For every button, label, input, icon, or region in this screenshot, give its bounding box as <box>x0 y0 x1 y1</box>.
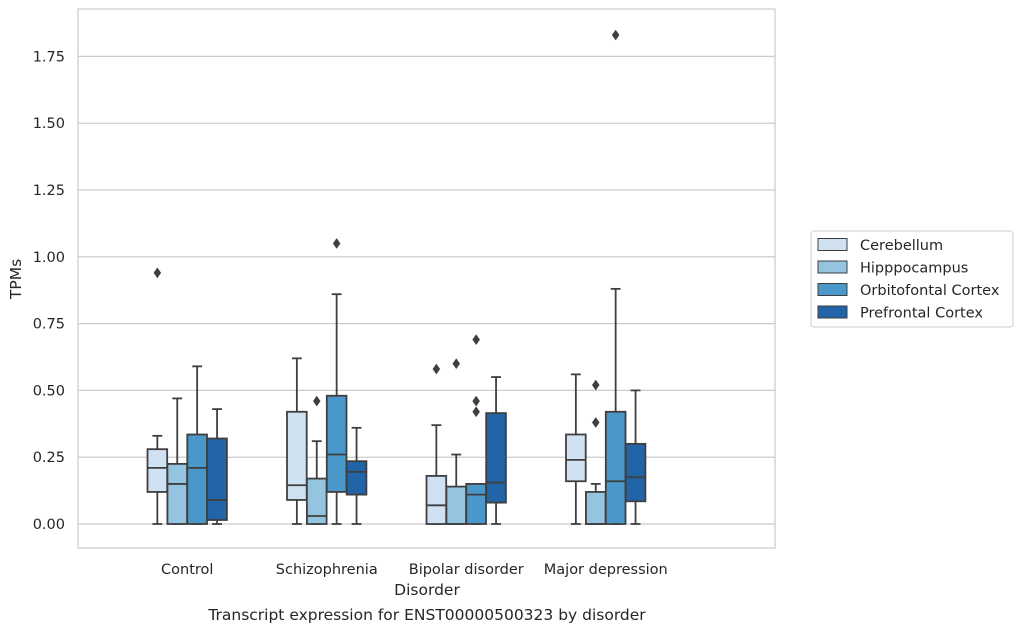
outlier-point <box>591 379 600 391</box>
outlier-point <box>591 417 600 428</box>
box-0-0 <box>146 267 169 525</box>
box-1-0 <box>166 397 188 525</box>
box-3-3 <box>624 389 647 525</box>
legend: Cerebellum Hipppocampus Orbitofontal Corte… <box>810 230 1014 328</box>
x-tick-label: Major depression <box>544 562 668 578</box>
box-iqr <box>485 412 507 504</box>
box-1-2 <box>445 358 467 525</box>
y-tick-label: 0.75 <box>33 317 65 333</box>
y-tick-labels: 0.00 0.25 0.50 0.75 1.00 1.25 1.50 1.75 <box>33 49 65 533</box>
y-tick-label: 0.00 <box>33 517 65 533</box>
box-1-3 <box>585 379 607 525</box>
legend-label: Cerebellum <box>860 238 943 254</box>
legend-label: Orbitofontal Cortex <box>860 283 1000 299</box>
box-iqr <box>146 448 169 493</box>
box-iqr <box>166 462 188 525</box>
box-0-1 <box>286 357 308 525</box>
outlier-point <box>611 29 620 41</box>
y-tick-label: 1.50 <box>33 116 65 132</box>
x-tick-label: Control <box>161 562 213 578</box>
box-0-2 <box>425 363 448 525</box>
box-3-2 <box>485 376 507 525</box>
legend-frame <box>810 230 1014 328</box>
box-iqr <box>325 394 348 493</box>
legend-swatch <box>817 238 848 251</box>
y-tick-label: 0.50 <box>33 383 65 399</box>
chart-caption: Transcript expression for ENST0000050032… <box>208 606 646 624</box>
box-2-2 <box>465 334 487 525</box>
box-2-3 <box>604 29 627 525</box>
box-0-3 <box>565 373 587 525</box>
box-iqr <box>465 483 487 525</box>
box-iqr <box>585 491 607 525</box>
outlier-point <box>153 267 162 279</box>
box-1-1 <box>305 395 328 525</box>
box-iqr <box>604 410 627 525</box>
box-iqr <box>186 433 208 525</box>
legend-swatch <box>817 283 848 296</box>
x-tick-labels: Control Schizophrenia Bipolar disorder Majo… <box>161 562 668 578</box>
outlier-point <box>452 358 461 370</box>
box-iqr <box>624 442 647 503</box>
box-3-1 <box>345 426 368 525</box>
box-iqr <box>206 437 228 521</box>
y-tick-label: 1.75 <box>33 49 65 65</box>
box-iqr <box>345 460 368 496</box>
outlier-point <box>332 238 341 249</box>
box-iqr <box>565 433 587 483</box>
legend-swatch <box>817 305 848 319</box>
plot-frame <box>77 8 776 549</box>
box-3-0 <box>206 408 228 525</box>
outlier-point <box>472 395 480 407</box>
outlier-point <box>472 334 480 346</box>
box-2-1 <box>325 238 348 525</box>
x-tick-label: Bipolar disorder <box>409 562 524 578</box>
y-tick-label: 1.00 <box>33 250 65 266</box>
legend-label: Prefrontal Cortex <box>860 306 983 322</box>
box-iqr <box>445 485 467 525</box>
gridlines <box>78 55 775 525</box>
x-axis-label: Disorder <box>394 581 460 599</box>
outlier-point <box>432 363 441 375</box>
outlier-point <box>472 406 480 418</box>
box-iqr <box>286 410 308 501</box>
y-axis-label: TPMs <box>7 259 25 300</box>
legend-label: Hipppocampus <box>860 261 968 277</box>
box-iqr <box>425 475 448 525</box>
x-tick-label: Schizophrenia <box>276 562 378 578</box>
y-tick-label: 0.25 <box>33 450 65 466</box>
legend-swatch <box>817 260 848 274</box>
y-tick-label: 1.25 <box>33 183 65 199</box>
box-iqr <box>305 477 328 525</box>
box-plots <box>146 29 647 525</box>
outlier-point <box>312 395 321 407</box>
